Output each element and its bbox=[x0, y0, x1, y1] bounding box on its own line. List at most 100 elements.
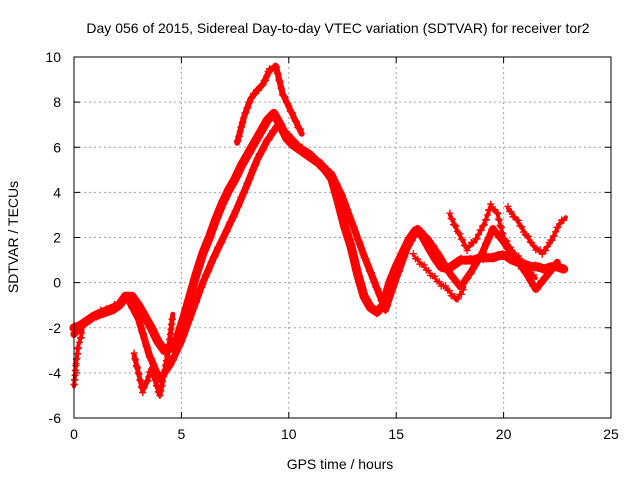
data-point bbox=[459, 286, 467, 294]
data-point bbox=[375, 306, 383, 314]
data-point bbox=[146, 354, 154, 362]
data-point bbox=[151, 333, 159, 341]
data-point bbox=[373, 284, 381, 292]
data-point bbox=[259, 146, 267, 154]
data-point bbox=[187, 291, 195, 299]
x-tick-label: 25 bbox=[603, 426, 619, 442]
data-point bbox=[446, 268, 454, 276]
data-point bbox=[371, 278, 379, 286]
data-point bbox=[190, 303, 198, 311]
data-point bbox=[77, 334, 85, 342]
data-point bbox=[353, 265, 361, 273]
data-point bbox=[350, 223, 358, 231]
data-point bbox=[139, 389, 147, 397]
data-point bbox=[188, 287, 196, 295]
data-point bbox=[542, 247, 550, 255]
data-point bbox=[182, 307, 190, 315]
data-point bbox=[365, 302, 373, 310]
data-point bbox=[206, 262, 214, 270]
data-point bbox=[349, 249, 357, 257]
data-point bbox=[130, 349, 138, 357]
data-point bbox=[200, 276, 208, 284]
data-point bbox=[176, 342, 184, 350]
data-point bbox=[144, 349, 152, 357]
data-point bbox=[364, 261, 372, 269]
data-point bbox=[357, 244, 365, 252]
data-point bbox=[531, 261, 539, 269]
data-point bbox=[150, 372, 158, 380]
data-point bbox=[259, 81, 267, 89]
data-point bbox=[273, 69, 281, 77]
data-point bbox=[354, 272, 362, 280]
data-point bbox=[393, 272, 401, 280]
x-tick-label: 0 bbox=[70, 426, 78, 442]
data-point bbox=[159, 342, 167, 350]
data-point bbox=[435, 252, 443, 260]
data-point bbox=[238, 123, 246, 131]
data-point bbox=[479, 222, 487, 230]
data-point bbox=[552, 228, 560, 236]
data-point bbox=[395, 267, 403, 275]
x-tick-label: 15 bbox=[388, 426, 404, 442]
data-point bbox=[144, 343, 152, 351]
data-point bbox=[132, 311, 140, 319]
data-point bbox=[246, 147, 254, 155]
data-point bbox=[366, 268, 374, 276]
data-point bbox=[246, 175, 254, 183]
data-point bbox=[192, 271, 200, 278]
data-point bbox=[203, 239, 211, 247]
data-point bbox=[278, 85, 286, 93]
data-point bbox=[483, 239, 491, 247]
data-point bbox=[406, 241, 414, 249]
data-point bbox=[220, 232, 228, 240]
data-point bbox=[285, 102, 293, 110]
data-point bbox=[497, 223, 505, 231]
data-point bbox=[352, 230, 360, 238]
data-point bbox=[495, 215, 503, 223]
data-point bbox=[469, 265, 477, 273]
data-point bbox=[147, 365, 155, 373]
data-point bbox=[238, 161, 246, 169]
data-point bbox=[236, 128, 244, 136]
x-tick-label: 20 bbox=[496, 426, 512, 442]
data-point bbox=[235, 132, 243, 140]
data-point bbox=[124, 293, 132, 301]
data-point bbox=[376, 291, 384, 299]
data-point bbox=[358, 285, 366, 293]
data-point bbox=[454, 259, 462, 267]
series-afternoon-arc-2 bbox=[504, 202, 568, 258]
data-point bbox=[357, 279, 365, 287]
data-point bbox=[291, 117, 299, 125]
data-point bbox=[208, 257, 216, 265]
data-point bbox=[271, 110, 279, 118]
data-point bbox=[139, 330, 147, 338]
data-point bbox=[296, 125, 304, 133]
data-point bbox=[344, 233, 352, 241]
data-point bbox=[514, 216, 522, 224]
y-tick-label: -6 bbox=[49, 410, 62, 426]
y-tick-label: 6 bbox=[53, 139, 61, 155]
data-point bbox=[538, 250, 546, 258]
data-point bbox=[240, 114, 248, 122]
data-point bbox=[154, 368, 162, 376]
data-point bbox=[289, 136, 297, 144]
data-point bbox=[248, 94, 256, 102]
data-point bbox=[489, 252, 497, 260]
data-point bbox=[362, 255, 370, 263]
data-point bbox=[482, 216, 490, 224]
data-point bbox=[311, 153, 319, 161]
data-point bbox=[280, 92, 288, 100]
data-point bbox=[202, 243, 210, 251]
data-point bbox=[515, 252, 523, 260]
data-point bbox=[485, 235, 493, 243]
data-point bbox=[560, 216, 568, 224]
data-point bbox=[242, 109, 250, 117]
series-afternoon-arc-1 bbox=[446, 200, 538, 281]
data-point bbox=[491, 226, 499, 234]
data-point bbox=[257, 150, 265, 158]
data-point bbox=[543, 243, 551, 251]
data-point bbox=[441, 260, 449, 268]
data-point bbox=[135, 316, 143, 324]
y-tick-label: -4 bbox=[49, 365, 62, 381]
